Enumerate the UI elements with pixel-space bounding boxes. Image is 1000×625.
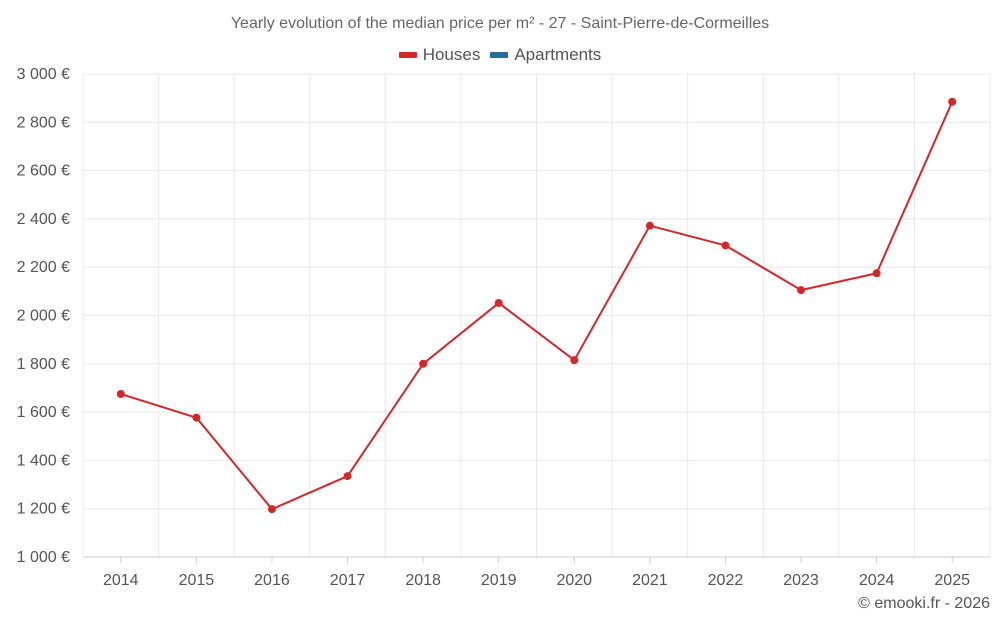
data-point-houses bbox=[192, 413, 201, 422]
x-tick-label: 2016 bbox=[254, 572, 290, 589]
data-point-houses bbox=[419, 359, 428, 368]
y-tick-label: 2 400 € bbox=[17, 211, 70, 228]
y-tick-label: 2 000 € bbox=[17, 308, 70, 325]
legend-swatch-houses bbox=[398, 52, 417, 58]
legend: Houses Apartments bbox=[0, 45, 1000, 65]
legend-item-apartments[interactable]: Apartments bbox=[490, 45, 601, 65]
data-point-houses bbox=[494, 298, 503, 307]
chart-title: Yearly evolution of the median price per… bbox=[230, 15, 770, 32]
series-line-houses bbox=[120, 101, 954, 511]
legend-item-houses[interactable]: Houses bbox=[398, 45, 481, 65]
y-tick-label: 1 600 € bbox=[17, 404, 70, 421]
y-tick-label: 2 600 € bbox=[17, 163, 70, 180]
data-point-houses bbox=[797, 286, 806, 295]
y-tick-label: 2 200 € bbox=[17, 259, 70, 276]
x-tick-label: 2019 bbox=[481, 572, 517, 589]
legend-label-apartments: Apartments bbox=[514, 45, 602, 64]
data-point-houses bbox=[872, 269, 881, 278]
x-tick-label: 2015 bbox=[179, 572, 215, 589]
x-tick-label: 2020 bbox=[556, 572, 592, 589]
y-tick-label: 1 000 € bbox=[17, 549, 70, 566]
x-tick-label: 2025 bbox=[934, 572, 970, 589]
x-tick-label: 2014 bbox=[103, 572, 139, 589]
credit-text: © emooki.fr - 2026 bbox=[858, 595, 990, 612]
data-point-houses bbox=[116, 389, 125, 398]
data-point-houses bbox=[721, 241, 730, 250]
y-tick-label: 1 200 € bbox=[17, 501, 70, 518]
x-tick-label: 2023 bbox=[783, 572, 819, 589]
y-tick-label: 1 400 € bbox=[17, 452, 70, 469]
legend-label-houses: Houses bbox=[422, 45, 481, 64]
x-tick-label: 2022 bbox=[708, 572, 744, 589]
x-tick-label: 2021 bbox=[632, 572, 668, 589]
x-tick-label: 2024 bbox=[859, 572, 895, 589]
data-point-houses bbox=[948, 97, 957, 106]
x-tick-label: 2017 bbox=[330, 572, 366, 589]
data-point-houses bbox=[267, 505, 276, 514]
y-tick-label: 2 800 € bbox=[17, 114, 70, 131]
x-tick-label: 2018 bbox=[405, 572, 441, 589]
data-point-houses bbox=[343, 472, 352, 481]
data-point-houses bbox=[645, 221, 654, 230]
y-tick-label: 1 800 € bbox=[17, 356, 70, 373]
data-point-houses bbox=[570, 356, 579, 365]
y-tick-label: 3 000 € bbox=[17, 66, 70, 83]
legend-swatch-apartments bbox=[490, 52, 509, 58]
